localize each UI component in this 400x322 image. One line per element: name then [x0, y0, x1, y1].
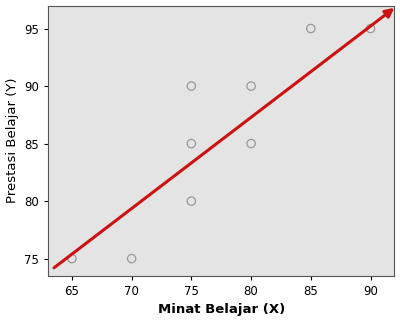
Point — [248, 141, 254, 146]
Point — [188, 83, 194, 89]
Y-axis label: Prestasi Belajar (Y): Prestasi Belajar (Y) — [6, 78, 18, 204]
Point — [308, 26, 314, 31]
Point — [69, 256, 75, 261]
Point — [188, 141, 194, 146]
X-axis label: Minat Belajar (X): Minat Belajar (X) — [158, 303, 285, 317]
Point — [188, 199, 194, 204]
Point — [128, 256, 135, 261]
Point — [248, 83, 254, 89]
Point — [367, 26, 374, 31]
